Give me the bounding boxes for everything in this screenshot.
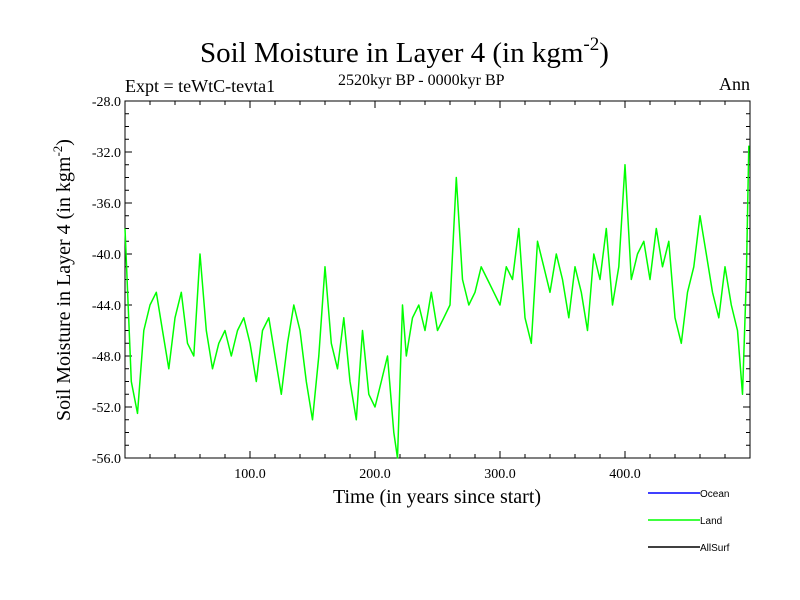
- axis-ticks: [124, 100, 751, 459]
- legend-label-allsurf: AllSurf: [700, 543, 730, 554]
- chart-title: Soil Moisture in Layer 4 (in kgm-2): [200, 34, 609, 69]
- x-tick-label: 100.0: [234, 467, 266, 482]
- legend: Ocean Land AllSurf: [648, 489, 730, 554]
- legend-label-land: Land: [700, 516, 722, 527]
- y-tick-label: -36.0: [92, 197, 121, 212]
- chart-subtitle: 2520kyr BP - 0000kyr BP: [338, 72, 505, 89]
- y-tick-label: -56.0: [92, 452, 121, 467]
- y-tick-label: -40.0: [92, 248, 121, 263]
- x-tick-label: 300.0: [484, 467, 516, 482]
- x-tick-label: 200.0: [359, 467, 391, 482]
- plot-frame: [124, 100, 751, 459]
- series-group: [124, 145, 750, 459]
- period-label: Ann: [719, 74, 750, 94]
- y-tick-label: -48.0: [92, 350, 121, 365]
- y-tick-label: -44.0: [92, 299, 121, 314]
- y-tick-labels: -28.0 -32.0 -36.0 -40.0 -44.0 -48.0 -52.0 -56.0: [92, 95, 121, 467]
- y-tick-label: -28.0: [92, 95, 121, 110]
- y-tick-label: -52.0: [92, 401, 121, 416]
- x-tick-labels: 100.0 200.0 300.0 400.0: [234, 467, 641, 482]
- x-axis-label: Time (in years since start): [333, 486, 541, 508]
- y-tick-label: -32.0: [92, 146, 121, 161]
- series-line-land: [124, 145, 750, 459]
- experiment-label: Expt = teWtC-tevta1: [125, 76, 275, 96]
- legend-label-ocean: Ocean: [700, 489, 729, 500]
- x-tick-label: 400.0: [609, 467, 641, 482]
- y-axis-label: Soil Moisture in Layer 4 (in kgm-2): [50, 139, 75, 421]
